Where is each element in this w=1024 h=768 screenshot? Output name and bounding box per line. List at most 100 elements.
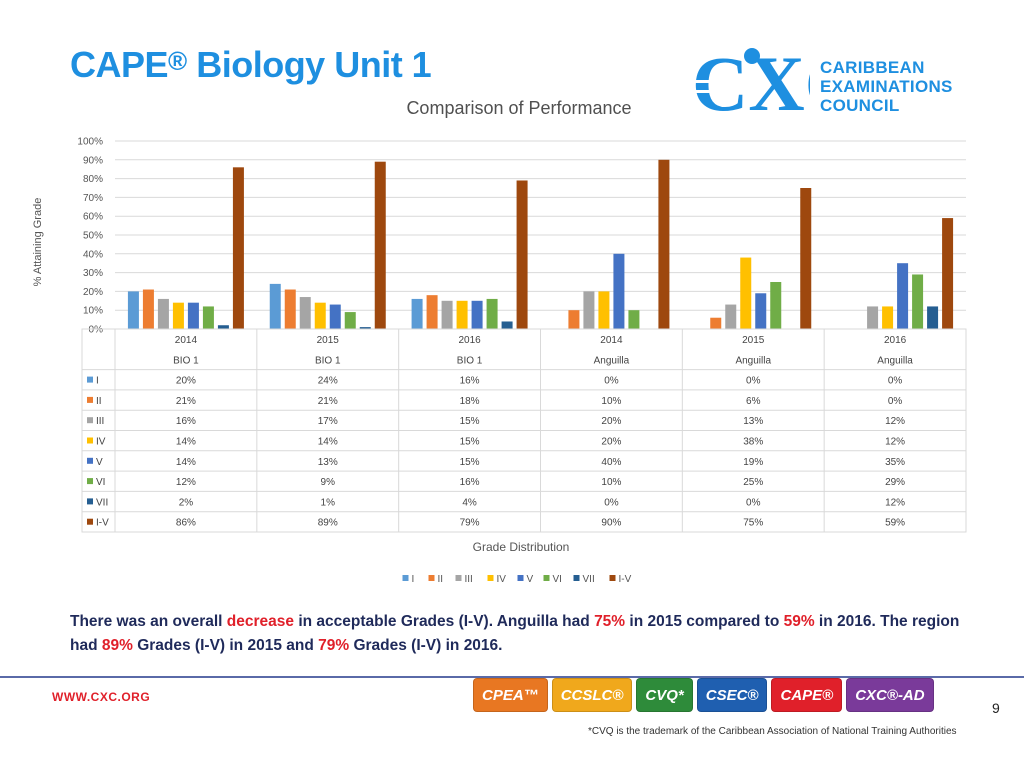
legend-key bbox=[543, 575, 550, 581]
bar-iii bbox=[157, 298, 169, 329]
legend-label: V bbox=[527, 574, 534, 585]
logo-wordmark: CARIBBEAN EXAMINATIONS COUNCIL bbox=[820, 58, 953, 115]
badge-cvq: CVQ* bbox=[636, 678, 693, 712]
bar-iii bbox=[867, 306, 879, 329]
data-label: 59% bbox=[885, 518, 905, 529]
y-tick-label: 90% bbox=[83, 155, 103, 166]
title-rest: Biology Unit 1 bbox=[186, 44, 432, 85]
y-tick-label: 80% bbox=[83, 174, 103, 185]
table-series-name: VII bbox=[96, 497, 108, 508]
table-series-name: V bbox=[96, 457, 103, 468]
bar-v bbox=[187, 302, 199, 329]
bar-ii bbox=[426, 295, 438, 329]
data-label: 12% bbox=[885, 497, 905, 508]
data-label: 16% bbox=[460, 477, 480, 488]
data-label: 0% bbox=[746, 497, 761, 508]
data-label: 13% bbox=[743, 416, 763, 427]
summary-segment: There was an overall bbox=[70, 613, 227, 630]
summary-segment: in 2015 compared to bbox=[625, 613, 784, 630]
data-label: 10% bbox=[601, 477, 621, 488]
logo-line-2: EXAMINATIONS bbox=[820, 77, 953, 96]
data-label: 19% bbox=[743, 457, 763, 468]
summary-highlight: 79% bbox=[318, 637, 350, 654]
data-label: 17% bbox=[318, 416, 338, 427]
data-label: 21% bbox=[176, 396, 196, 407]
bar-vii bbox=[927, 306, 939, 329]
data-label: 35% bbox=[885, 457, 905, 468]
bar-iii bbox=[725, 304, 737, 329]
data-label: 0% bbox=[604, 497, 619, 508]
cxc-logo-icon: CXC bbox=[692, 40, 810, 127]
data-label: 16% bbox=[176, 416, 196, 427]
bar-iii bbox=[299, 297, 311, 329]
summary-segment: in acceptable Grades (I-V). Anguilla had bbox=[294, 613, 595, 630]
data-label: 12% bbox=[176, 477, 196, 488]
data-label: 21% bbox=[318, 396, 338, 407]
table-series-name: II bbox=[96, 396, 102, 407]
bar-vi bbox=[628, 310, 640, 329]
x-tick-year: 2015 bbox=[742, 335, 765, 346]
data-label: 86% bbox=[176, 518, 196, 529]
bar-iii bbox=[441, 300, 453, 329]
bar-i-v bbox=[516, 180, 528, 329]
data-label: 2% bbox=[179, 497, 194, 508]
data-label: 4% bbox=[462, 497, 477, 508]
data-label: 10% bbox=[601, 396, 621, 407]
data-label: 0% bbox=[888, 396, 903, 407]
data-label: 29% bbox=[885, 477, 905, 488]
x-axis-label: Grade Distribution bbox=[473, 540, 570, 554]
legend-label: I-V bbox=[619, 574, 632, 585]
legend-label: III bbox=[465, 574, 473, 585]
legend-key bbox=[573, 575, 580, 581]
summary-segment: in 2016. The region had bbox=[70, 613, 960, 654]
bar-v bbox=[897, 263, 909, 329]
data-label: 14% bbox=[176, 437, 196, 448]
bar-vii bbox=[359, 327, 371, 329]
legend-key bbox=[402, 575, 409, 581]
data-label: 13% bbox=[318, 457, 338, 468]
badge-cpea: CPEA™ bbox=[473, 678, 548, 712]
legend-key bbox=[487, 575, 494, 581]
bar-i-v bbox=[374, 161, 386, 329]
badge-csec: CSEC® bbox=[696, 678, 768, 712]
summary-highlight: decrease bbox=[226, 613, 295, 630]
website-link[interactable]: WWW.CXC.ORG bbox=[52, 690, 151, 704]
summary-segment: Grades (I-V) in 2015 and bbox=[132, 637, 319, 654]
table-legend-key bbox=[87, 498, 93, 505]
bar-vi bbox=[486, 298, 498, 329]
data-label: 90% bbox=[601, 518, 621, 529]
bar-vi bbox=[202, 306, 214, 329]
legend-label: VI bbox=[553, 574, 562, 585]
y-tick-label: 100% bbox=[77, 137, 103, 148]
data-label: 38% bbox=[743, 437, 763, 448]
y-tick-label: 60% bbox=[83, 212, 103, 223]
table-series-name: III bbox=[96, 416, 104, 427]
legend-label: I bbox=[412, 574, 415, 585]
bar-iv bbox=[172, 302, 184, 329]
data-label: 16% bbox=[460, 376, 480, 387]
x-tick-group: BIO 1 bbox=[173, 355, 199, 366]
table-legend-key bbox=[87, 518, 93, 525]
data-label: 6% bbox=[746, 396, 761, 407]
summary-highlight: 59% bbox=[783, 613, 815, 630]
data-label: 9% bbox=[321, 477, 336, 488]
bar-iii bbox=[583, 291, 595, 329]
table-series-name: IV bbox=[96, 437, 106, 448]
x-tick-year: 2015 bbox=[317, 335, 340, 346]
data-label: 40% bbox=[601, 457, 621, 468]
title-registered-mark: ® bbox=[168, 46, 187, 76]
x-tick-group: Anguilla bbox=[594, 355, 630, 366]
logo-stripe bbox=[694, 80, 722, 83]
bar-v bbox=[613, 253, 625, 329]
bar-i-v bbox=[658, 159, 670, 329]
data-label: 14% bbox=[318, 437, 338, 448]
data-label: 1% bbox=[321, 497, 336, 508]
bar-iv bbox=[598, 291, 610, 329]
x-tick-group: Anguilla bbox=[877, 355, 913, 366]
legend-label: IV bbox=[497, 574, 507, 585]
legend-key bbox=[428, 575, 435, 581]
table-series-name: I-V bbox=[96, 518, 109, 529]
page-number: 9 bbox=[992, 700, 1000, 716]
table-legend-key bbox=[87, 376, 93, 383]
bar-v bbox=[755, 293, 767, 329]
